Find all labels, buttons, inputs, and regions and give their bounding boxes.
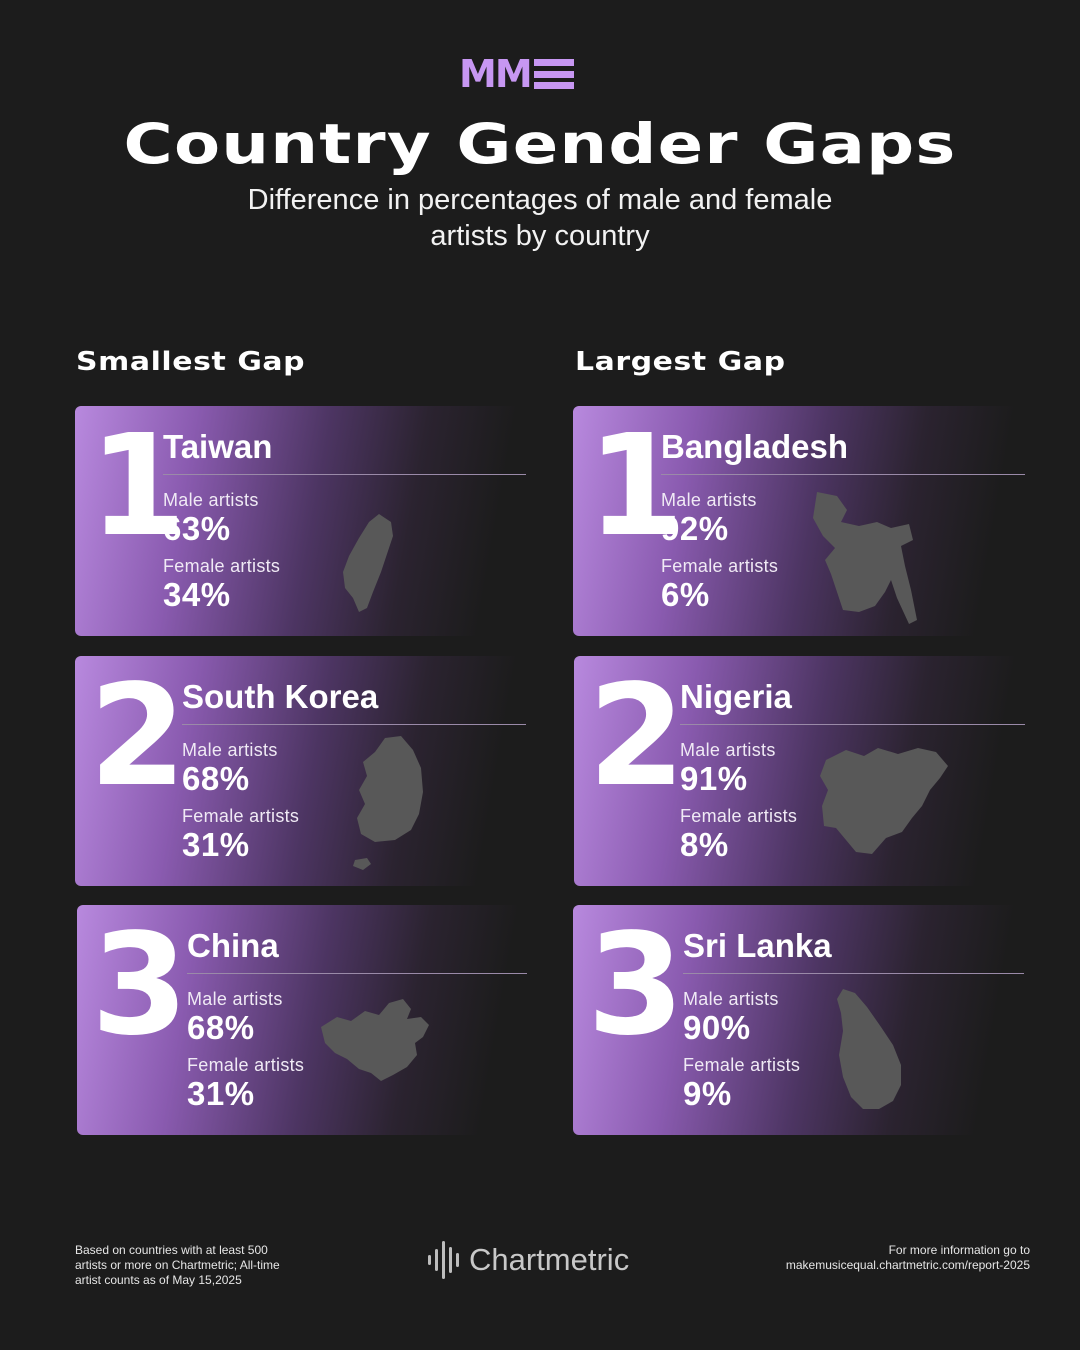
country-card-south-korea: 2 South Korea Male artists 68% Female ar…: [75, 656, 527, 886]
bangladesh-map-icon: [813, 492, 917, 624]
male-label: Male artists: [163, 490, 259, 510]
sound-wave-icon: [428, 1240, 459, 1280]
country-name: Bangladesh: [661, 426, 1025, 475]
male-label: Male artists: [661, 490, 757, 510]
male-label: Male artists: [683, 989, 779, 1009]
china-map-icon: [321, 999, 429, 1081]
male-value: 68%: [182, 760, 250, 797]
male-value: 63%: [163, 510, 231, 547]
female-value: 31%: [187, 1075, 255, 1112]
country-name: South Korea: [182, 676, 526, 725]
female-label: Female artists: [683, 1055, 801, 1075]
male-label: Male artists: [187, 989, 283, 1009]
footer-more-info: For more information go to makemusicequa…: [690, 1243, 1030, 1273]
rank-number: 3: [91, 905, 189, 1067]
female-label: Female artists: [182, 806, 300, 826]
female-label: Female artists: [187, 1055, 305, 1075]
rank-number: 2: [588, 656, 686, 818]
chartmetric-logo: Chartmetric: [428, 1240, 629, 1280]
country-name: Sri Lanka: [683, 925, 1024, 974]
female-label: Female artists: [680, 806, 798, 826]
sri-lanka-map-icon: [837, 989, 901, 1109]
report-link[interactable]: makemusicequal.chartmetric.com/report-20…: [785, 1258, 1030, 1272]
logo-bars-icon: [533, 59, 574, 89]
rank-number: 1: [89, 406, 187, 568]
taiwan-map-icon: [343, 514, 393, 612]
male-label: Male artists: [182, 740, 278, 760]
female-label: Female artists: [163, 556, 281, 576]
country-card-china: 3 China Male artists 68% Female artists …: [77, 905, 529, 1135]
footer-note: Based on countries with at least 500 art…: [75, 1243, 280, 1287]
country-name: China: [187, 925, 527, 974]
rank-number: 2: [89, 656, 187, 818]
page-subtitle: Difference in percentages of male and fe…: [247, 184, 833, 252]
country-card-bangladesh: 1 Bangladesh Male artists 92% Female art…: [573, 406, 1025, 636]
country-card-taiwan: 1 Taiwan Male artists 63% Female artists…: [75, 406, 527, 636]
country-card-nigeria: 2 Nigeria Male artists 91% Female artist…: [574, 656, 1026, 886]
female-value: 9%: [683, 1075, 732, 1112]
country-name: Nigeria: [680, 676, 1025, 725]
smallest-gap-heading: Smallest Gap: [76, 347, 306, 377]
brand-name: Chartmetric: [469, 1242, 630, 1277]
country-card-sri-lanka: 3 Sri Lanka Male artists 90% Female arti…: [573, 905, 1025, 1135]
male-value: 92%: [661, 510, 729, 547]
page-title: Country Gender Gaps: [123, 112, 957, 176]
female-value: 8%: [680, 826, 729, 863]
female-value: 31%: [182, 826, 250, 863]
male-value: 68%: [187, 1009, 255, 1046]
largest-gap-heading: Largest Gap: [575, 347, 786, 377]
mme-logo: MM: [459, 52, 621, 96]
rank-number: 1: [587, 406, 685, 568]
male-value: 91%: [680, 760, 748, 797]
female-value: 6%: [661, 576, 710, 613]
female-label: Female artists: [661, 556, 779, 576]
logo-text: MM: [459, 52, 533, 96]
female-value: 34%: [163, 576, 231, 613]
country-name: Taiwan: [163, 426, 526, 475]
rank-number: 3: [587, 905, 685, 1067]
male-label: Male artists: [680, 740, 776, 760]
south-korea-map-icon: [353, 736, 423, 870]
nigeria-map-icon: [820, 748, 948, 854]
male-value: 90%: [683, 1009, 751, 1046]
